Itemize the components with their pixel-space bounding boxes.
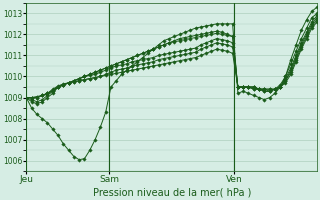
X-axis label: Pression niveau de la mer( hPa ): Pression niveau de la mer( hPa ) xyxy=(92,187,251,197)
